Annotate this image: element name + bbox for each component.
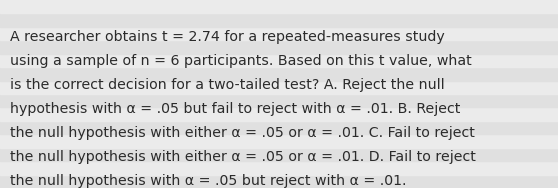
Bar (0, 40, 558, 54)
Bar (0, 161, 558, 175)
Text: using a sample of n = 6 participants. Based on this t value, what: using a sample of n = 6 participants. Ba… (10, 54, 472, 68)
Bar (0, 0, 558, 13)
Text: the null hypothesis with α = .05 but reject with α = .01.: the null hypothesis with α = .05 but rej… (10, 174, 407, 188)
Text: the null hypothesis with either α = .05 or α = .01. C. Fail to reject: the null hypothesis with either α = .05 … (10, 126, 475, 140)
Bar (0, 81, 558, 94)
Bar (0, 107, 558, 121)
Bar (0, 121, 558, 134)
Bar (0, 134, 558, 148)
Text: A researcher obtains t = 2.74 for a repeated-measures study: A researcher obtains t = 2.74 for a repe… (10, 30, 445, 44)
Bar (0, 175, 558, 188)
Text: is the correct decision for a two-tailed test? A. Reject the null: is the correct decision for a two-tailed… (10, 78, 445, 92)
Bar (0, 27, 558, 40)
Bar (0, 67, 558, 81)
Bar (0, 13, 558, 27)
Text: the null hypothesis with either α = .05 or α = .01. D. Fail to reject: the null hypothesis with either α = .05 … (10, 150, 476, 164)
Bar (0, 148, 558, 161)
Text: hypothesis with α = .05 but fail to reject with α = .01. B. Reject: hypothesis with α = .05 but fail to reje… (10, 102, 460, 116)
Bar (0, 54, 558, 67)
Bar (0, 94, 558, 107)
